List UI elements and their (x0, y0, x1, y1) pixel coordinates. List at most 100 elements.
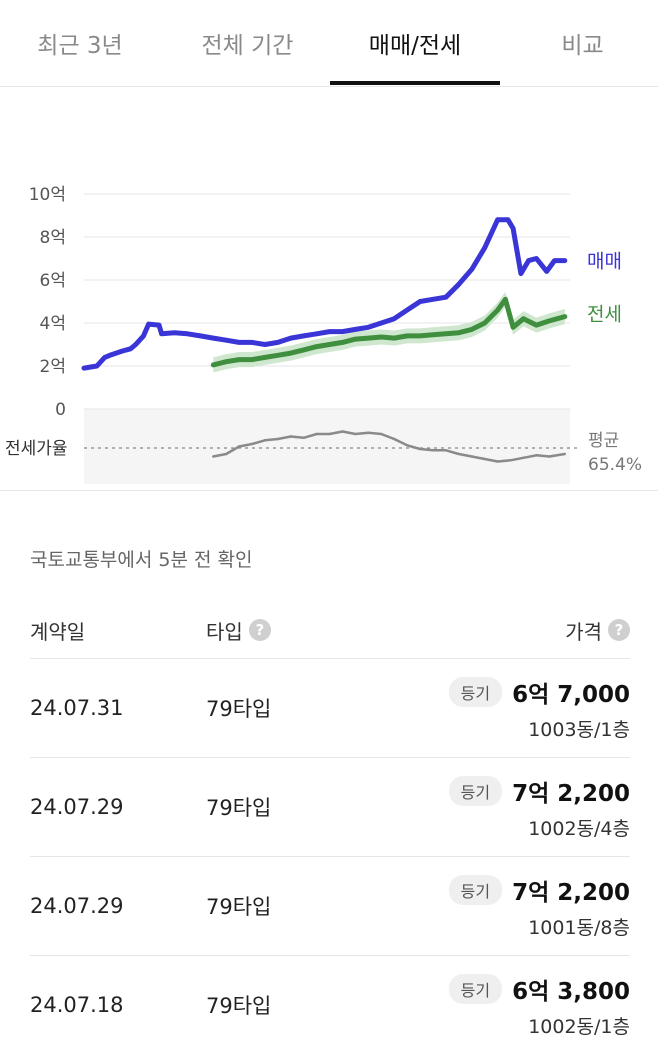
jeonse-point (483, 321, 487, 325)
sale-point (198, 334, 202, 338)
question-icon[interactable]: ? (248, 619, 271, 641)
registered-badge: 등기 (448, 974, 503, 1004)
tab-compare[interactable]: 비교 (561, 33, 604, 59)
ratio-point (237, 445, 241, 448)
ratio-point (535, 454, 538, 457)
question-icon[interactable]: ? (608, 619, 630, 641)
jeonse-point (444, 332, 448, 336)
table-row[interactable]: 24.07.18 79타입 등기 6억 3,800 1002동/1층 (30, 955, 630, 1054)
tab-sale-jeonse[interactable]: 매매/전세 (368, 33, 462, 59)
sale-point (289, 336, 293, 340)
sale-point (563, 259, 567, 263)
table-row[interactable]: 24.07.29 79타입 등기 7억 2,200 1001동/8층 (30, 856, 630, 955)
table-header: 계약일 타입 ? 가격 ? (30, 610, 630, 650)
ratio-point (563, 452, 567, 456)
jeonse-point (237, 358, 241, 362)
price-group: 등기 6억 3,800 (448, 972, 630, 1006)
active-tab-indicator (330, 81, 500, 85)
sale-point (134, 343, 138, 346)
sale-point (328, 330, 332, 334)
header-date: 계약일 (30, 610, 85, 650)
sale-point (457, 282, 461, 286)
jeonse-point (366, 336, 370, 340)
registered-badge: 등기 (448, 875, 503, 905)
unit-type: 79타입 (206, 994, 272, 1018)
sale-point (545, 269, 549, 273)
ratio-point (405, 444, 409, 447)
ratio-point (289, 435, 293, 438)
sale-point (141, 334, 145, 338)
series-label-jeonse: 전세 (587, 304, 622, 326)
sale-point (157, 323, 161, 327)
header-price: 가격 ? (565, 610, 630, 650)
ratio-point (380, 432, 383, 436)
ratio-point (302, 436, 305, 439)
jeonse-point (521, 317, 525, 321)
sale-point (519, 272, 523, 276)
jeonse-point (302, 348, 306, 352)
transaction-price: 6억 7,000 (512, 682, 630, 708)
sale-point (353, 327, 357, 331)
sale-point (276, 340, 280, 344)
jeonse-point (534, 323, 538, 327)
table-row[interactable]: 24.07.29 79타입 등기 7억 2,200 1002동/4층 (30, 757, 630, 856)
transaction-price: 6억 3,800 (512, 979, 630, 1005)
tab-recent-3-years[interactable]: 최근 3년 (37, 33, 123, 59)
series-ratio-line (213, 430, 565, 463)
jeonse-point (418, 334, 422, 338)
sale-point (185, 332, 189, 336)
transaction-price: 7억 2,200 (512, 781, 630, 807)
sale-point (534, 257, 538, 260)
ratio-point (457, 452, 461, 456)
sale-point (431, 297, 435, 301)
sale-point (315, 332, 319, 336)
price-chart: 10억8억6억4억2억0매매전세전세가율평균65.4%2006200820102… (5, 185, 642, 484)
sale-point (527, 259, 531, 263)
unit-type: 79타입 (206, 796, 272, 820)
contract-date: 24.07.18 (30, 993, 124, 1017)
y-tick-label: 10억 (29, 185, 66, 205)
y-tick-label: 8억 (40, 228, 66, 248)
y-tick-label: 2억 (40, 357, 66, 377)
jeonse-point (341, 340, 345, 344)
jeonse-point (276, 353, 280, 357)
jeonse-point (496, 308, 500, 312)
jeonse-point (457, 331, 461, 335)
sale-point (552, 259, 556, 263)
sale-point (263, 343, 267, 346)
sale-point (224, 338, 228, 342)
ratio-point (393, 437, 396, 441)
jeonse-point (503, 297, 507, 301)
building-floor: 1002동/1층 (528, 1016, 630, 1038)
sale-point (211, 336, 215, 340)
data-source-text: 국토교통부에서 5분 전 확인 (30, 549, 253, 571)
y-tick-label: 6억 (40, 271, 66, 291)
jeonse-point (315, 345, 319, 349)
contract-date: 24.07.31 (30, 696, 124, 720)
chart-divider (0, 490, 658, 491)
sale-point (121, 349, 125, 353)
jeonse-point (392, 336, 396, 340)
jeonse-point (211, 363, 215, 367)
sale-point (483, 246, 487, 250)
contract-date: 24.07.29 (30, 894, 124, 918)
sale-point (129, 347, 133, 351)
jeonse-point (328, 343, 332, 346)
sale-point (108, 353, 112, 357)
ratio-point (367, 431, 370, 434)
sale-point (379, 321, 383, 325)
ratio-average-title: 평균 (588, 431, 619, 451)
building-floor: 1003동/1층 (528, 719, 630, 741)
price-group: 등기 7억 2,200 (448, 774, 630, 808)
ratio-point (509, 459, 512, 462)
sale-point (418, 300, 422, 303)
building-floor: 1001동/8층 (528, 917, 630, 939)
ratio-point (328, 432, 331, 436)
table-row[interactable]: 24.07.31 79타입 등기 6억 7,000 1003동/1층 (30, 658, 630, 757)
ratio-point (418, 447, 422, 451)
ratio-axis-label: 전세가율 (5, 439, 68, 459)
tab-all-period[interactable]: 전체 기간 (201, 33, 294, 59)
ratio-point (470, 455, 473, 458)
ratio-point (496, 460, 499, 463)
sale-point (444, 295, 448, 299)
